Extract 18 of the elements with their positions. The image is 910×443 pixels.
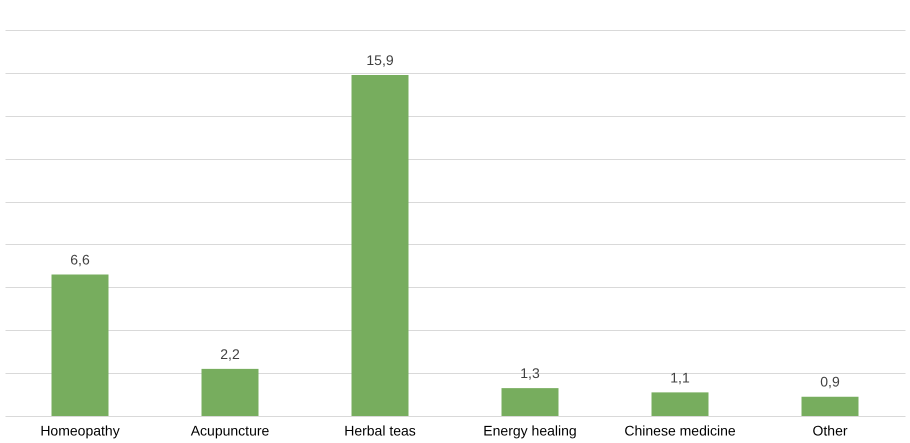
data-label: 2,2 bbox=[220, 346, 240, 362]
bar bbox=[652, 392, 708, 416]
bar bbox=[802, 396, 858, 416]
bar bbox=[352, 75, 408, 416]
data-label: 1,3 bbox=[520, 365, 540, 382]
data-label: 6,6 bbox=[70, 251, 90, 268]
x-tick-label: Other bbox=[812, 422, 848, 438]
x-tick-label: Homeopathy bbox=[40, 422, 120, 438]
data-label: 15,9 bbox=[366, 52, 394, 68]
x-tick-label: Acupuncture bbox=[190, 422, 270, 438]
bar bbox=[202, 368, 258, 416]
x-tick-label: Chinese medicine bbox=[624, 422, 736, 438]
bar bbox=[502, 388, 558, 416]
data-label: 1,1 bbox=[670, 369, 690, 386]
x-tick-label: Energy healing bbox=[483, 422, 577, 438]
bar bbox=[52, 274, 108, 416]
x-tick-label: Herbal teas bbox=[344, 422, 416, 438]
data-label: 0,9 bbox=[820, 374, 840, 390]
